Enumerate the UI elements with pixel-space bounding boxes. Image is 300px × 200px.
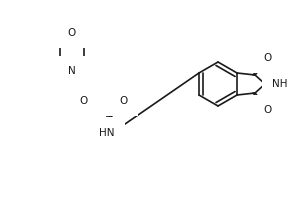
Text: O: O xyxy=(263,105,271,115)
Text: NH: NH xyxy=(80,105,95,115)
Text: O: O xyxy=(79,96,88,106)
Text: O: O xyxy=(119,96,128,106)
Text: N: N xyxy=(68,66,76,76)
Text: NH: NH xyxy=(272,79,288,89)
Text: O: O xyxy=(263,53,271,63)
Text: O: O xyxy=(68,28,76,38)
Text: HN: HN xyxy=(99,128,114,138)
Text: NH: NH xyxy=(77,100,92,110)
